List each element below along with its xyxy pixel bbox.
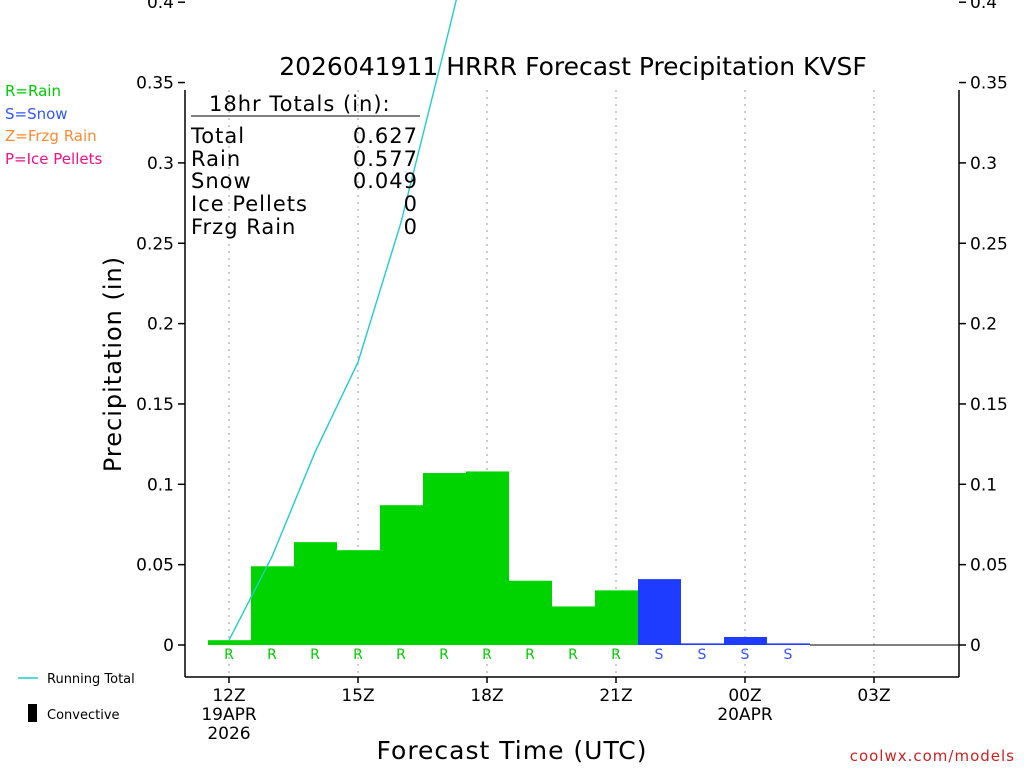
precip-type-marker: R [353, 647, 363, 663]
x-tick-label: 21Z [599, 686, 632, 706]
precip-bar [466, 471, 509, 645]
x-tick-label: 12Z [212, 686, 245, 706]
totals-value-snow: 0.049 [353, 169, 418, 193]
totals-label-total: Total [190, 124, 245, 148]
precip-type-marker: S [784, 647, 793, 663]
chart-title: 2026041911 HRRR Forecast Precipitation K… [279, 52, 867, 81]
precip-type-marker: R [611, 647, 621, 663]
legend-ice-pellets: P=Ice Pellets [5, 150, 102, 168]
precip-type-marker: R [482, 647, 492, 663]
legend-running-total: Running Total [47, 672, 135, 687]
y-tick-label-left: 0.35 [136, 74, 174, 94]
y-tick-label-right: 0.2 [970, 315, 997, 335]
precip-type-marker: R [267, 647, 277, 663]
precip-bar [251, 566, 294, 645]
credit: coolwx.com/models [850, 747, 1015, 765]
legend-snow: S=Snow [5, 105, 68, 123]
y-tick-label-right: 0.25 [970, 234, 1008, 254]
precip-bar [724, 636, 767, 645]
totals-label-rain: Rain [191, 147, 241, 171]
totals-value-ice-pellets: 0 [404, 192, 418, 216]
plot-frame [184, 90, 960, 678]
totals-label-ice-pellets: Ice Pellets [191, 192, 308, 216]
precip-bar [423, 473, 466, 645]
precip-type-marker: R [224, 647, 234, 663]
y-tick-label-right: 0.05 [970, 556, 1008, 576]
precip-type-marker: S [698, 647, 707, 663]
precip-bar [595, 590, 638, 645]
precip-type-marker: R [525, 647, 535, 663]
precip-type-marker: R [439, 647, 449, 663]
precip-bar [380, 505, 423, 645]
running-total-line [228, 0, 457, 641]
bottom-legend: Running Total Convective [18, 672, 135, 723]
totals-value-frzg-rain: 0 [404, 215, 418, 239]
x-tick-label: 03Z [857, 686, 890, 706]
totals-value-rain: 0.577 [353, 147, 418, 171]
y-axis-label: Precipitation (in) [99, 256, 127, 472]
y-tick-label-left: 0 [163, 636, 174, 656]
x-tick-year: 2026 [207, 724, 250, 744]
y-tick-label-left: 0.2 [147, 315, 174, 335]
y-tick-label-left: 0.4 [147, 0, 174, 13]
x-tick-label: 15Z [341, 686, 374, 706]
precip-bar [294, 542, 337, 645]
legend-rain: R=Rain [5, 82, 61, 100]
x-tick-label: 18Z [470, 686, 503, 706]
y-tick-label-left: 0.05 [136, 556, 174, 576]
precip-type-marker: R [568, 647, 578, 663]
precip-bar [681, 643, 724, 645]
precip-type-legend: R=Rain S=Snow Z=Frzg Rain P=Ice Pellets [5, 82, 102, 168]
y-tick-label-left: 0.3 [147, 154, 174, 174]
x-tick-label: 00Z [728, 686, 761, 706]
y-tick-label-right: 0.35 [970, 74, 1008, 94]
precip-bar [208, 640, 251, 645]
y-tick-label-right: 0.3 [970, 154, 997, 174]
y-tick-label-right: 0.4 [970, 0, 997, 13]
x-axis-label: Forecast Time (UTC) [377, 736, 648, 765]
legend-convective: Convective [47, 708, 120, 723]
precip-bar [337, 550, 380, 645]
precip-bar [509, 580, 552, 645]
totals-label-snow: Snow [191, 169, 252, 193]
y-tick-label-right: 0 [970, 636, 981, 656]
totals-header: 18hr Totals (in): [209, 92, 391, 116]
x-tick-date: 20APR [717, 705, 773, 725]
precip-bars [208, 471, 959, 646]
totals-box: 18hr Totals (in): Total 0.627 Rain 0.577… [190, 92, 420, 239]
y-tick-label-left: 0.1 [147, 475, 174, 495]
precip-type-marker: R [396, 647, 406, 663]
precip-bar [767, 643, 810, 645]
precip-type-marker: S [655, 647, 664, 663]
y-tick-label-right: 0.1 [970, 475, 997, 495]
precip-type-marker: S [741, 647, 750, 663]
y-tick-label-left: 0.15 [136, 395, 174, 415]
totals-label-frzg-rain: Frzg Rain [191, 215, 296, 239]
totals-value-total: 0.627 [353, 124, 418, 148]
precip-bar [552, 606, 595, 645]
precip-type-marker: R [310, 647, 320, 663]
y-tick-label-right: 0.15 [970, 395, 1008, 415]
precip-bar [638, 579, 681, 645]
convective-swatch [28, 704, 37, 722]
y-axis-ticks: 0.650.650.60.60.550.550.50.50.450.450.40… [136, 0, 1008, 656]
x-tick-date: 19APR [201, 705, 257, 725]
legend-freezing-rain: Z=Frzg Rain [5, 127, 97, 145]
y-tick-label-left: 0.25 [136, 234, 174, 254]
